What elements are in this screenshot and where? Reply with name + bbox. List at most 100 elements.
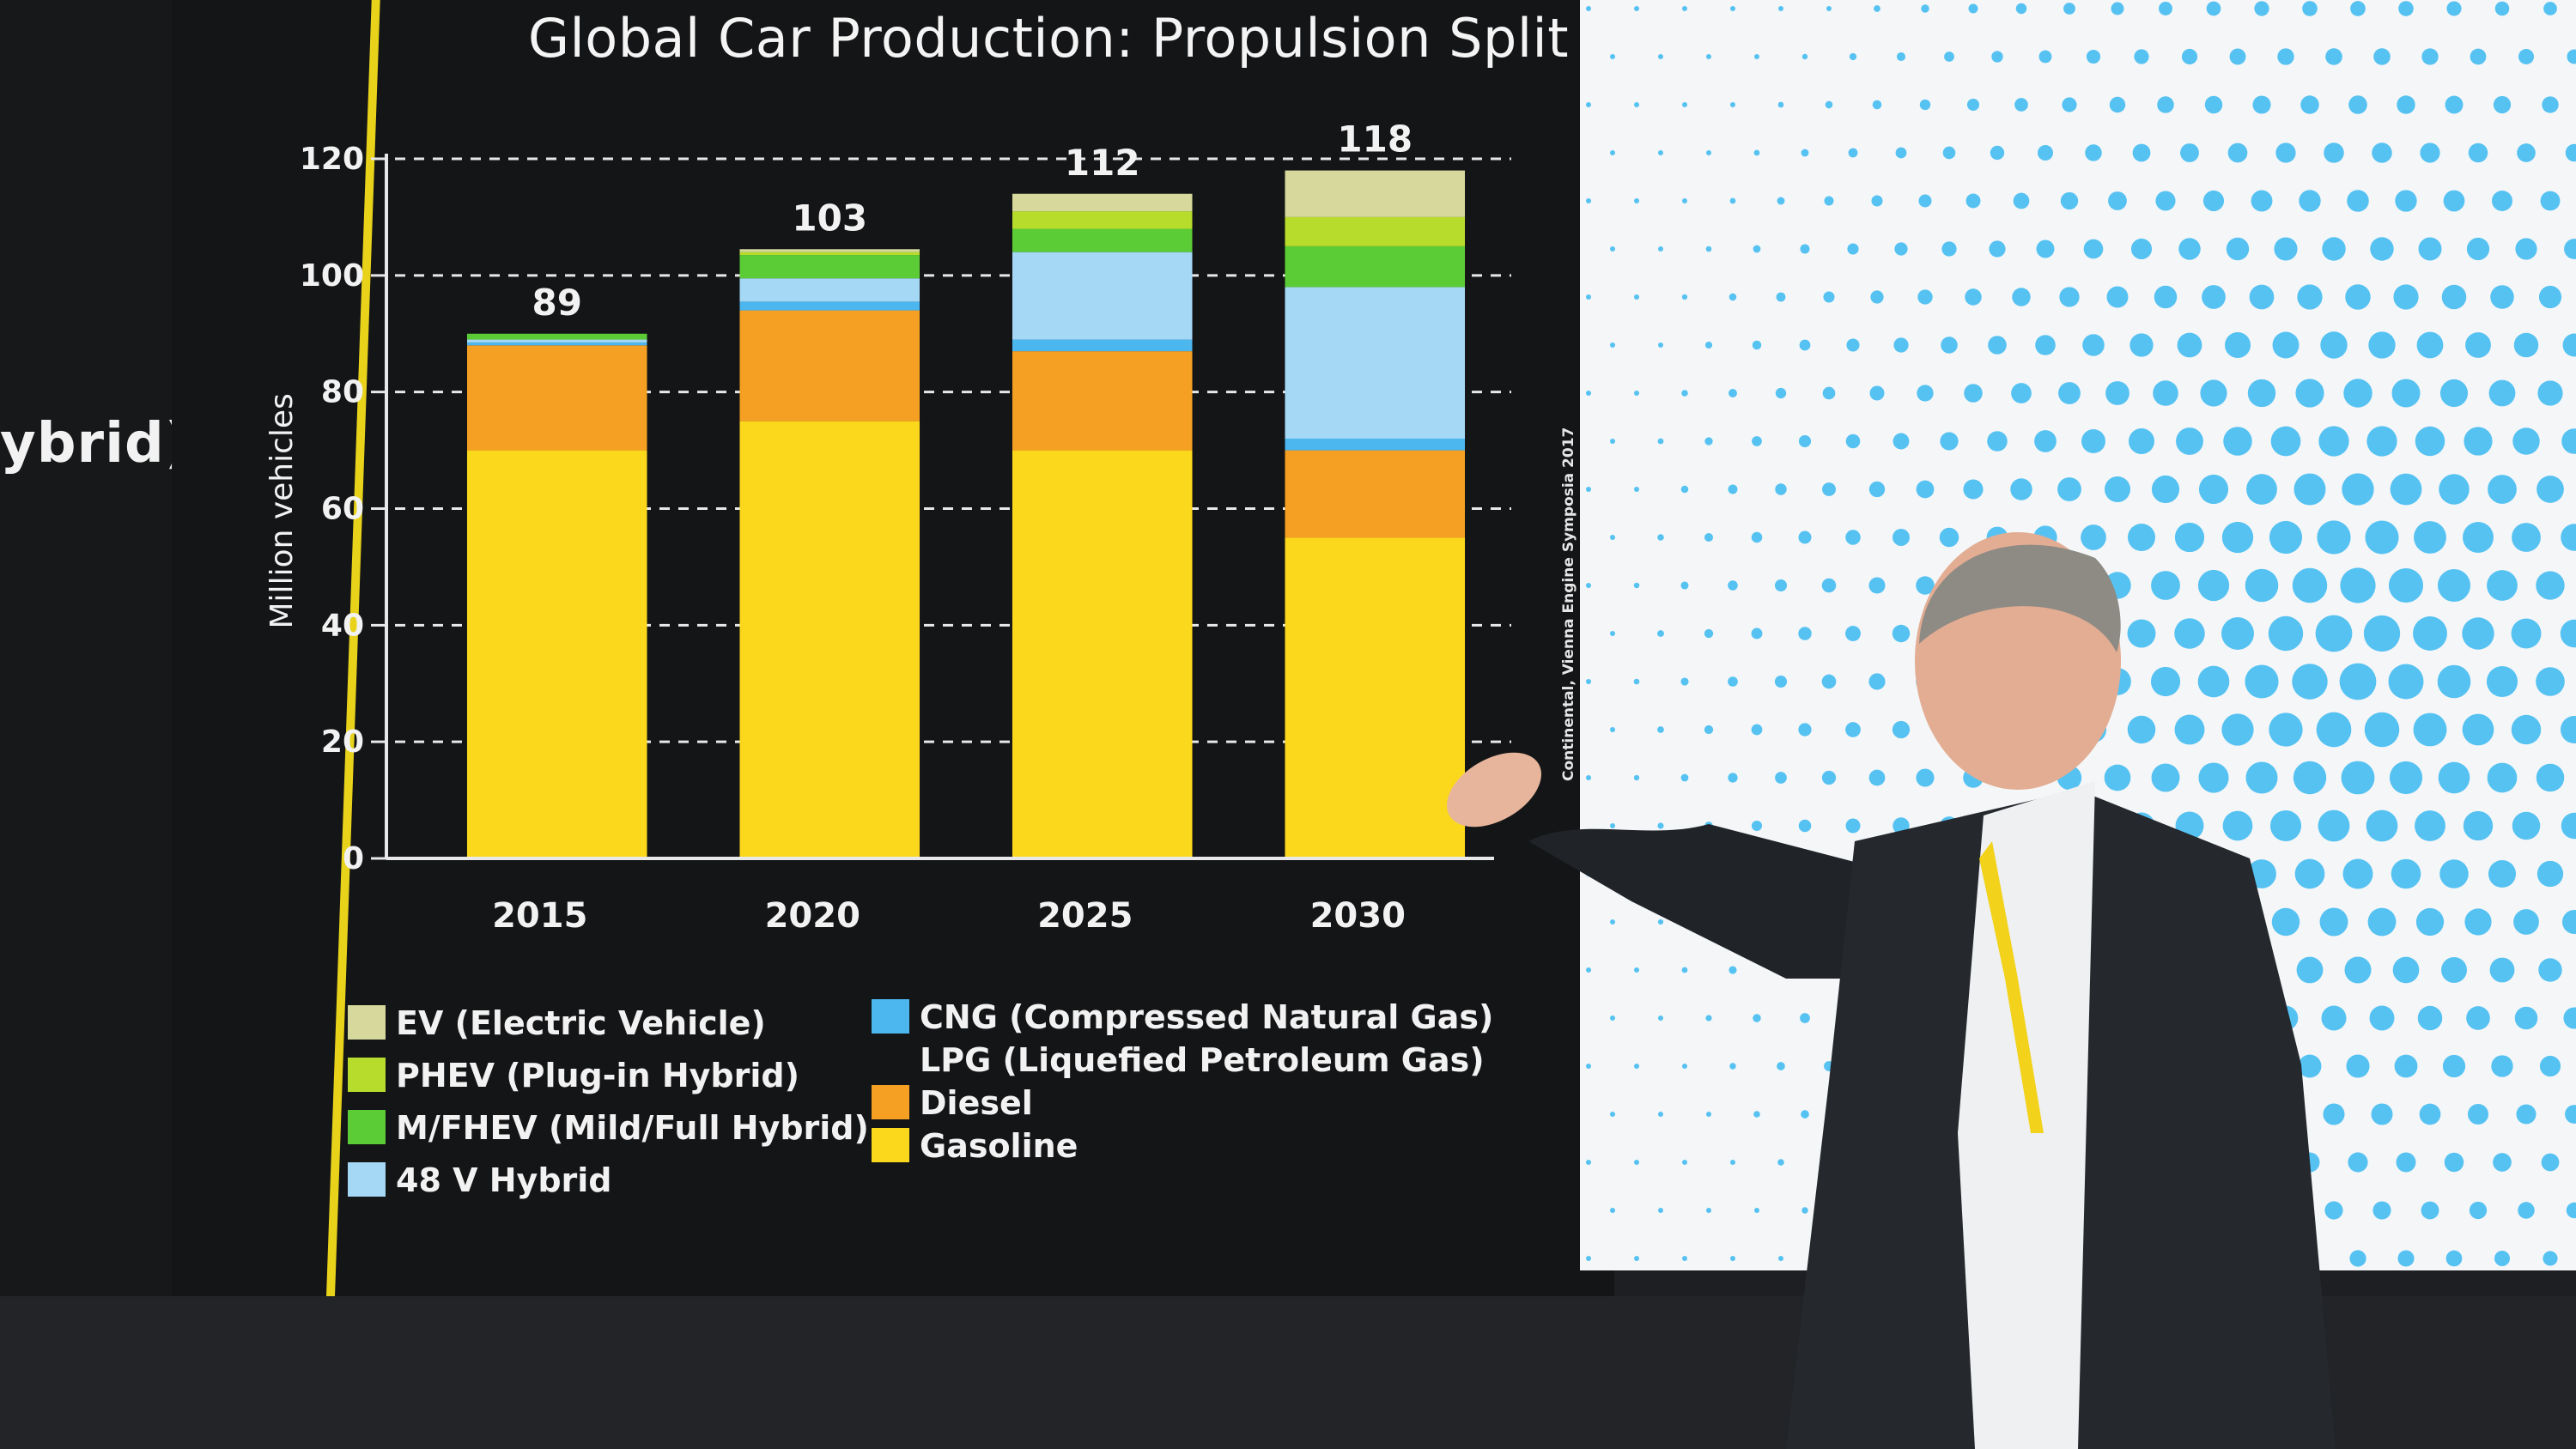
halftone-dot: [2324, 142, 2344, 163]
halftone-dot: [2564, 239, 2576, 259]
halftone-dot: [1586, 487, 1591, 492]
halftone-dot: [2536, 571, 2565, 600]
halftone-dot: [2491, 1055, 2513, 1077]
legend-swatch: [872, 1085, 909, 1119]
halftone-dot: [2464, 908, 2492, 936]
halftone-dot: [1777, 101, 1784, 108]
halftone-dot: [2300, 95, 2319, 114]
halftone-dot: [1848, 148, 1858, 158]
halftone-dot: [2292, 664, 2328, 700]
halftone-dot: [2420, 142, 2440, 163]
halftone-dot: [1821, 674, 1837, 689]
halftone-dot: [2197, 665, 2230, 698]
halftone-dot: [1754, 54, 1759, 59]
halftone-dot: [2390, 473, 2422, 506]
halftone-dot: [2245, 761, 2278, 794]
halftone-dot: [2415, 810, 2445, 841]
bar-segment-diesel: [739, 310, 920, 421]
halftone-dot: [2322, 237, 2346, 261]
halftone-dot: [2512, 811, 2541, 840]
halftone-dot: [2317, 520, 2351, 555]
halftone-dot: [2129, 428, 2154, 454]
halftone-dot: [1730, 6, 1735, 11]
halftone-dot: [2418, 237, 2442, 261]
y-axis-title: Million vehicles: [264, 393, 300, 628]
halftone-dot: [2245, 568, 2279, 603]
halftone-dot: [2561, 812, 2576, 840]
halftone-dot: [2339, 663, 2377, 700]
halftone-dot: [1610, 1208, 1615, 1213]
halftone-dot: [1682, 198, 1687, 203]
halftone-dot: [1634, 102, 1639, 107]
halftone-dot: [1776, 292, 1786, 302]
halftone-dot: [2537, 380, 2563, 406]
halftone-dot: [2442, 1054, 2466, 1078]
halftone-dot: [2542, 96, 2559, 113]
halftone-dot: [2108, 191, 2127, 210]
halftone-dot: [1657, 919, 1664, 925]
halftone-dot: [1991, 51, 2003, 63]
halftone-dot: [1634, 1160, 1639, 1165]
halftone-dot: [2246, 474, 2277, 505]
halftone-dot: [1610, 439, 1615, 444]
halftone-dot: [2391, 858, 2421, 889]
halftone-dot: [2155, 191, 2176, 211]
halftone-dot: [1798, 819, 1812, 833]
halftone-dot: [1586, 294, 1591, 300]
halftone-dot: [2319, 907, 2348, 937]
halftone-dot: [2489, 957, 2515, 983]
halftone-dot: [2293, 473, 2326, 506]
halftone-dot: [1799, 339, 1811, 351]
bar-total-label: 89: [532, 282, 582, 324]
halftone-dot: [2443, 190, 2465, 212]
halftone-dot: [2514, 1006, 2538, 1030]
halftone-dot: [1916, 576, 1935, 595]
halftone-dot: [2325, 48, 2342, 65]
y-tick-label: 0: [343, 841, 364, 876]
halftone-dot: [1634, 1064, 1639, 1069]
halftone-dot: [2396, 1152, 2416, 1173]
halftone-dot: [2295, 379, 2324, 408]
halftone-dot: [1728, 580, 1738, 591]
halftone-dot: [1728, 966, 1737, 974]
halftone-dot: [1728, 773, 1738, 783]
halftone-dot: [2111, 2, 2124, 15]
halftone-dot: [1753, 149, 1760, 156]
halftone-dot: [2469, 1201, 2488, 1220]
halftone-dot: [2488, 859, 2517, 888]
halftone-dot: [1610, 54, 1615, 59]
halftone-dot: [1751, 724, 1763, 736]
halftone-dot: [2462, 713, 2494, 746]
halftone-dot: [2036, 239, 2055, 258]
halftone-dot: [2157, 96, 2174, 113]
halftone-dot-pattern: [1586, 1, 2576, 1267]
halftone-dot: [2464, 427, 2493, 456]
halftone-dot: [2014, 98, 2028, 112]
halftone-dot: [1634, 294, 1639, 300]
halftone-dot: [2344, 956, 2372, 984]
presenter-shirt: [1958, 781, 2095, 1449]
halftone-dot: [2104, 764, 2131, 791]
halftone-dot: [1682, 1064, 1687, 1069]
halftone-dot: [1918, 194, 1932, 208]
halftone-dot: [1730, 1160, 1735, 1165]
halftone-dot: [2269, 712, 2303, 747]
halftone-dot: [2174, 714, 2205, 745]
halftone-dot: [2363, 615, 2401, 652]
halftone-dot: [2493, 1153, 2512, 1172]
halftone-dot: [2466, 237, 2490, 261]
halftone-dot: [1846, 338, 1860, 352]
halftone-dot: [2227, 142, 2248, 163]
halftone-dot: [1704, 341, 1713, 349]
halftone-dot: [2229, 48, 2246, 65]
halftone-dot: [1801, 1110, 1809, 1119]
halftone-dot: [2538, 958, 2562, 982]
halftone-dot: [2105, 381, 2129, 405]
halftone-dot: [1894, 242, 1908, 256]
halftone-dot: [1658, 1112, 1663, 1117]
halftone-dot: [2468, 1104, 2488, 1125]
halftone-dot: [1871, 195, 1883, 207]
halftone-dot: [2488, 475, 2517, 504]
halftone-dot: [2010, 478, 2032, 500]
halftone-dot: [2346, 1054, 2370, 1078]
